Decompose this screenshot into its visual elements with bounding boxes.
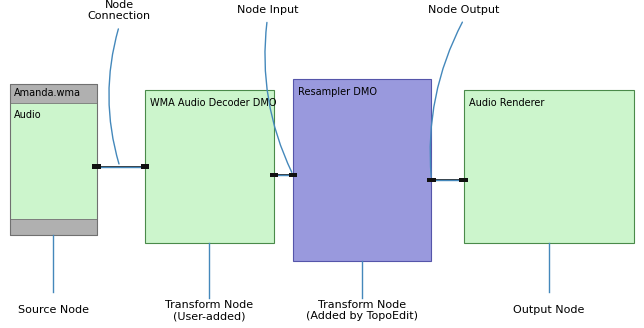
Text: Amanda.wma: Amanda.wma [14, 89, 81, 98]
Bar [289, 173, 298, 177]
Bar [92, 164, 100, 169]
Bar [10, 219, 97, 235]
Text: Audio: Audio [14, 110, 42, 120]
Bar [140, 164, 149, 169]
Text: WMA Audio Decoder DMO: WMA Audio Decoder DMO [150, 98, 276, 108]
Bar [10, 84, 97, 235]
Text: Node Input: Node Input [236, 5, 298, 15]
Bar [293, 79, 431, 261]
Text: Source Node: Source Node [18, 305, 89, 315]
Text: Transform Node
(User-added): Transform Node (User-added) [166, 300, 253, 321]
Bar [145, 90, 274, 243]
Bar [269, 173, 278, 177]
Text: Resampler DMO: Resampler DMO [298, 87, 377, 97]
Bar [10, 103, 97, 219]
Text: Node Output: Node Output [428, 5, 499, 15]
Bar [428, 178, 435, 182]
Text: Output Node: Output Node [513, 305, 584, 315]
Text: Audio Renderer: Audio Renderer [469, 98, 544, 108]
Bar [10, 84, 97, 103]
Bar [464, 90, 634, 243]
Text: Transform Node
(Added by TopoEdit): Transform Node (Added by TopoEdit) [306, 300, 418, 321]
Bar [460, 178, 468, 182]
Text: Node
Connection: Node Connection [88, 0, 151, 21]
